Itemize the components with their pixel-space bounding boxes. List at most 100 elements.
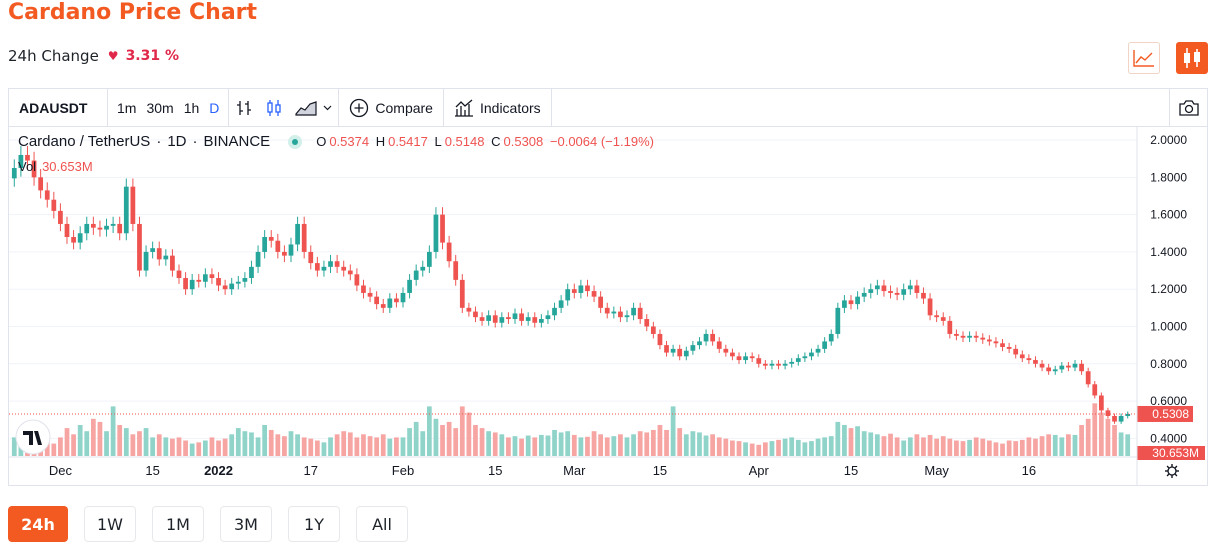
candles-style-button[interactable] [259, 89, 289, 127]
candle-body [170, 255, 175, 271]
candle-body [394, 298, 399, 303]
area-style-button[interactable] [289, 89, 338, 127]
volume-bar [571, 434, 577, 456]
candle-body [97, 227, 103, 230]
y-tick-label: 0.8000 [1150, 357, 1187, 371]
candle-body [51, 199, 57, 211]
candlestick-view-button[interactable] [1176, 42, 1208, 74]
volume-bar [466, 412, 472, 456]
volume-bar [492, 432, 498, 456]
interval-1m[interactable]: 1m [117, 99, 137, 116]
open-value: 0.5374 [329, 134, 370, 149]
volume-bar [901, 440, 907, 456]
settings-gear-icon[interactable] [1165, 464, 1179, 478]
range-3m-button[interactable]: 3M [220, 506, 272, 542]
candle-body [710, 333, 716, 342]
volume-bar [334, 434, 340, 456]
volume-bar [1098, 412, 1104, 456]
volume-bar [907, 437, 913, 456]
volume-bar [222, 438, 228, 456]
candle-body [756, 358, 762, 364]
range-all-button[interactable]: All [356, 506, 408, 542]
volume-bar [637, 431, 643, 456]
market-status-icon[interactable] [288, 134, 303, 149]
volume-bar [868, 432, 874, 456]
volume-bar [756, 444, 762, 456]
volume-bar [176, 437, 182, 456]
volume-bar [1039, 436, 1045, 456]
volume-bar [828, 436, 834, 456]
candle-body [347, 270, 353, 275]
candle-body [637, 307, 643, 320]
candle-body [538, 319, 544, 323]
volume-bar [611, 436, 617, 456]
range-1m-button[interactable]: 1M [152, 506, 204, 542]
volume-bar [650, 429, 656, 456]
volume-bar [11, 437, 17, 456]
candle-body [611, 311, 617, 314]
candle-body [881, 285, 887, 292]
volume-bar [848, 428, 854, 456]
interval-d[interactable]: D [209, 99, 220, 116]
symbol-search[interactable]: ADAUSDT [19, 99, 88, 116]
y-tick-label: 0.6000 [1150, 394, 1187, 408]
candle-body [604, 307, 610, 314]
candle-body [163, 255, 169, 260]
volume-bar [670, 406, 676, 456]
candle-body [426, 251, 432, 267]
interval-30m[interactable]: 30m [146, 99, 174, 116]
candle-body [980, 337, 986, 340]
candle-body [209, 274, 215, 279]
volume-bar [295, 434, 300, 456]
volume-bar [855, 426, 860, 456]
candle-body [1019, 354, 1025, 359]
candle-body [196, 279, 202, 282]
volume-bar [1125, 434, 1131, 456]
plus-circle-icon [350, 98, 369, 117]
y-tick-label: 1.2000 [1150, 282, 1187, 296]
change-label: 24h Change [8, 47, 99, 65]
candle-body [374, 296, 380, 305]
bar-style-button[interactable] [229, 89, 259, 127]
candle-body [677, 348, 683, 357]
volume-bar [769, 441, 775, 456]
volume-bar [361, 434, 366, 456]
volume-bar [749, 443, 755, 456]
range-24h-button[interactable]: 24h [8, 506, 68, 542]
range-1y-button[interactable]: 1Y [288, 506, 340, 542]
candle-body [413, 270, 419, 280]
interval-1h[interactable]: 1h [183, 99, 200, 116]
candle-body [235, 281, 241, 284]
candle-body [202, 274, 208, 282]
volume-bar [565, 431, 571, 456]
indicators-button[interactable]: Indicators [444, 89, 551, 127]
volume-bar [631, 434, 636, 456]
candle-body [123, 186, 129, 234]
candle-body [18, 154, 24, 169]
volume-bar [440, 425, 445, 456]
volume-bar [255, 437, 261, 456]
candle-body [986, 339, 992, 342]
volume-bar [703, 435, 709, 456]
candle-body [558, 300, 564, 308]
line-chart-view-button[interactable] [1128, 42, 1160, 74]
candle-body [77, 233, 83, 243]
compare-button[interactable]: Compare [339, 89, 443, 127]
candle-body [282, 251, 287, 256]
candle-body [150, 248, 156, 252]
snapshot-button[interactable] [1169, 88, 1207, 127]
range-1w-button[interactable]: 1W [84, 506, 136, 542]
change-value: 3.31 % [125, 48, 180, 64]
area-icon [295, 100, 317, 116]
volume-bar [525, 435, 531, 456]
change-value: −0.0064 (−1.19%) [549, 134, 654, 149]
volume-bar [736, 441, 742, 456]
volume-bar [71, 434, 76, 456]
x-tick-label: 15 [653, 463, 667, 478]
candle-body [400, 292, 406, 303]
price-chart[interactable]: 2.0000 1.8000 1.6000 1.4000 1.2000 1.0000 0.80… [9, 127, 1207, 485]
toolbar-divider [107, 88, 108, 127]
candle-body [723, 348, 729, 353]
candle-body [1046, 367, 1052, 372]
candle-body [1033, 360, 1038, 364]
